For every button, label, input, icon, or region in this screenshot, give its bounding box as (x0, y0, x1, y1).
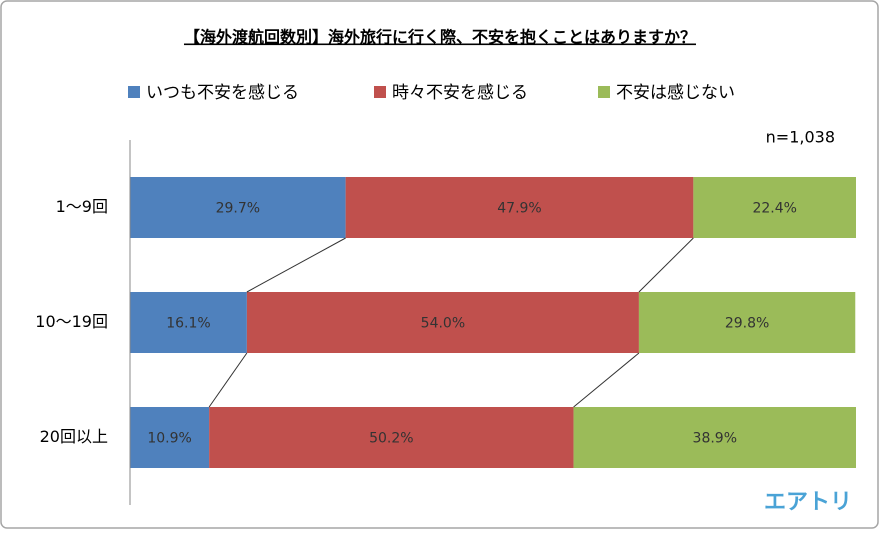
y-tick-label: 20回以上 (40, 427, 108, 446)
bar-segment (209, 407, 574, 468)
annotation: n=1,038 (766, 128, 835, 147)
legend-label: 時々不安を感じる (392, 83, 528, 103)
data-label: 38.9% (693, 431, 737, 447)
legend-label: 不安は感じない (616, 83, 735, 103)
logo: エアトリ (764, 490, 852, 515)
data-label: 54.0% (421, 316, 465, 332)
bar-segment (130, 292, 247, 353)
data-label: 29.7% (216, 201, 260, 217)
data-label: 29.8% (725, 316, 769, 332)
bar-segment (638, 292, 856, 353)
legend-label: いつも不安を感じる (146, 83, 299, 103)
data-label: 16.1% (166, 316, 210, 332)
bar-segment (246, 292, 639, 353)
legend-swatch (374, 86, 386, 98)
y-tick-label: 1〜9回 (56, 197, 108, 216)
y-tick-label: 10〜19回 (35, 312, 108, 331)
bar-segment (693, 177, 856, 238)
series-line (573, 352, 640, 408)
legend-swatch (598, 86, 610, 98)
data-label: 22.4% (752, 201, 796, 217)
bar-segment (130, 177, 346, 238)
bar-segment (573, 407, 856, 468)
bar-segment (345, 177, 694, 238)
series-line (638, 237, 694, 293)
data-label: 10.9% (147, 431, 191, 447)
legend-swatch (128, 86, 140, 98)
chart-title: 【海外渡航回数別】海外旅行に行く際、不安を抱くことはありますか？ (184, 28, 696, 47)
series-line (246, 237, 346, 293)
bar-segment (130, 407, 210, 468)
series-line (208, 352, 248, 408)
data-label: 50.2% (369, 431, 413, 447)
data-label: 47.9% (497, 201, 541, 217)
